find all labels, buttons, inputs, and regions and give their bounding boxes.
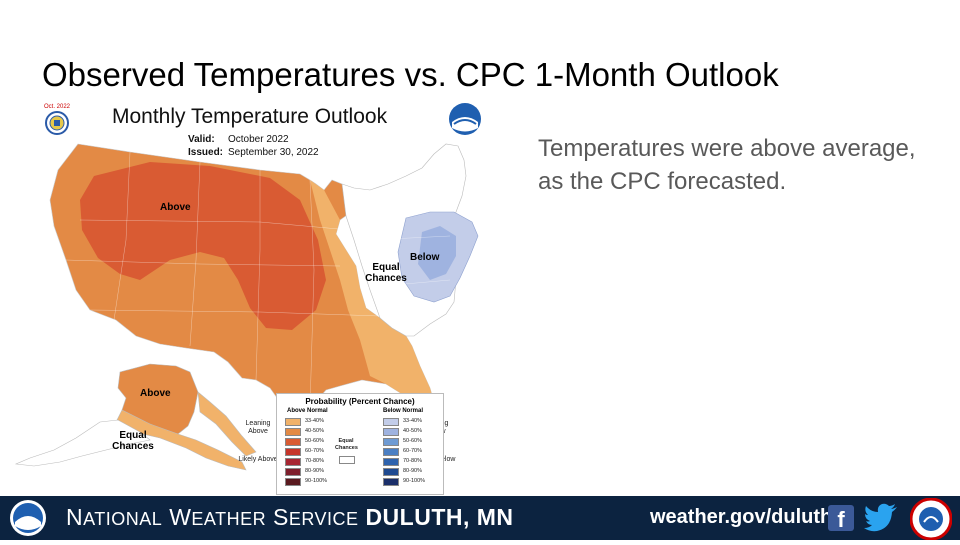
temperature-outlook-map bbox=[14, 143, 479, 471]
legend-below-bin-label: 33-40% bbox=[403, 418, 422, 424]
noaa-logo-icon bbox=[448, 102, 482, 136]
nws-logo-icon bbox=[909, 497, 953, 541]
org-ational: ATIONAL bbox=[83, 509, 163, 529]
legend-above-bin-label: 80-90% bbox=[305, 468, 324, 474]
legend-above-bin-label: 40-50% bbox=[305, 428, 324, 434]
legend-equal-label: Equal Chances bbox=[335, 438, 358, 451]
summary-text: Temperatures were above average, as the … bbox=[538, 135, 916, 195]
legend-below-swatch bbox=[383, 438, 399, 446]
issued-label: Issued: bbox=[188, 147, 224, 158]
legend-above-bin-label: 50-60% bbox=[305, 438, 324, 444]
issued-value: September 30, 2022 bbox=[228, 147, 319, 158]
equal-east-label: Equal Chances bbox=[365, 262, 407, 284]
legend-below-bin-label: 70-80% bbox=[403, 458, 422, 464]
conus-light-above-strip bbox=[310, 180, 434, 422]
commerce-seal-icon: Oct. 2022 bbox=[44, 104, 70, 136]
conus-below-core bbox=[418, 226, 456, 280]
footer-url-link[interactable]: weather.gov/duluth bbox=[650, 506, 833, 528]
legend-below-bin-label: 60-70% bbox=[403, 448, 422, 454]
legend-above-bin-label: 90-100% bbox=[305, 478, 328, 484]
org-n: N bbox=[66, 504, 84, 530]
seal-date-label: Oct. 2022 bbox=[44, 104, 71, 110]
legend-below-header: Below Normal bbox=[383, 408, 424, 414]
legend-below-swatch bbox=[383, 448, 399, 456]
org-eather: EATHER bbox=[191, 509, 267, 529]
above-alaska-label: Above bbox=[140, 388, 171, 399]
legend-above-swatch bbox=[285, 438, 301, 446]
valid-label: Valid: bbox=[188, 134, 215, 145]
legend-above-header: Above Normal bbox=[287, 408, 328, 414]
legend-above-swatch bbox=[285, 428, 301, 436]
legend-below-bin-label: 50-60% bbox=[403, 438, 422, 444]
org-s: S bbox=[273, 504, 289, 530]
legend-above-bin-label: 70-80% bbox=[305, 458, 324, 464]
map-dates: Valid: October 2022 Issued: September 30, … bbox=[188, 133, 319, 159]
legend-equal-swatch bbox=[339, 456, 355, 464]
legend-above-swatch bbox=[285, 448, 301, 456]
legend-below-swatch bbox=[383, 428, 399, 436]
state-borders bbox=[65, 151, 451, 409]
legend-above-swatch bbox=[285, 468, 301, 476]
footer-office: DULUTH, MN bbox=[365, 504, 514, 530]
noaa-footer-icon bbox=[8, 498, 48, 538]
footer-bar: NATIONAL WEATHER SERVICE DULUTH, MN weat… bbox=[0, 496, 960, 540]
above-conus-label: Above bbox=[160, 202, 191, 213]
valid-value: October 2022 bbox=[228, 134, 289, 145]
legend-below-bin-label: 80-90% bbox=[403, 468, 422, 474]
probability-legend: Probability (Percent Chance) Above Norma… bbox=[276, 393, 444, 495]
equal-alaska-label: Equal Chances bbox=[112, 430, 154, 452]
twitter-icon[interactable] bbox=[864, 503, 898, 533]
legend-below-swatch bbox=[383, 418, 399, 426]
legend-below-swatch bbox=[383, 478, 399, 486]
slide-title: Observed Temperatures vs. CPC 1-Month Ou… bbox=[42, 56, 779, 93]
org-w: W bbox=[169, 504, 192, 530]
facebook-icon[interactable]: f bbox=[828, 505, 854, 532]
legend-above-swatch bbox=[285, 478, 301, 486]
leaning-above-label: Leaning Above bbox=[245, 420, 271, 435]
legend-above-bin-label: 33-40% bbox=[305, 418, 324, 424]
map-title: Monthly Temperature Outlook bbox=[112, 105, 388, 128]
org-ervice: ERVICE bbox=[288, 509, 359, 529]
legend-title: Probability (Percent Chance) bbox=[305, 397, 415, 406]
footer-org-name: NATIONAL WEATHER SERVICE DULUTH, MN bbox=[66, 504, 514, 531]
legend-above-swatch bbox=[285, 418, 301, 426]
below-east-label: Below bbox=[410, 252, 440, 263]
legend-below-bin-label: 40-50% bbox=[403, 428, 422, 434]
legend-above-bin-label: 60-70% bbox=[305, 448, 324, 454]
likely-above-label: Likely Above bbox=[238, 456, 278, 463]
conus-above-core bbox=[80, 162, 326, 330]
alaska-equal-region bbox=[14, 419, 151, 467]
alaska-panhandle bbox=[197, 391, 257, 457]
legend-below-bin-label: 90-100% bbox=[403, 478, 426, 484]
legend-below-swatch bbox=[383, 468, 399, 476]
legend-below-swatch bbox=[383, 458, 399, 466]
legend-above-swatch bbox=[285, 458, 301, 466]
